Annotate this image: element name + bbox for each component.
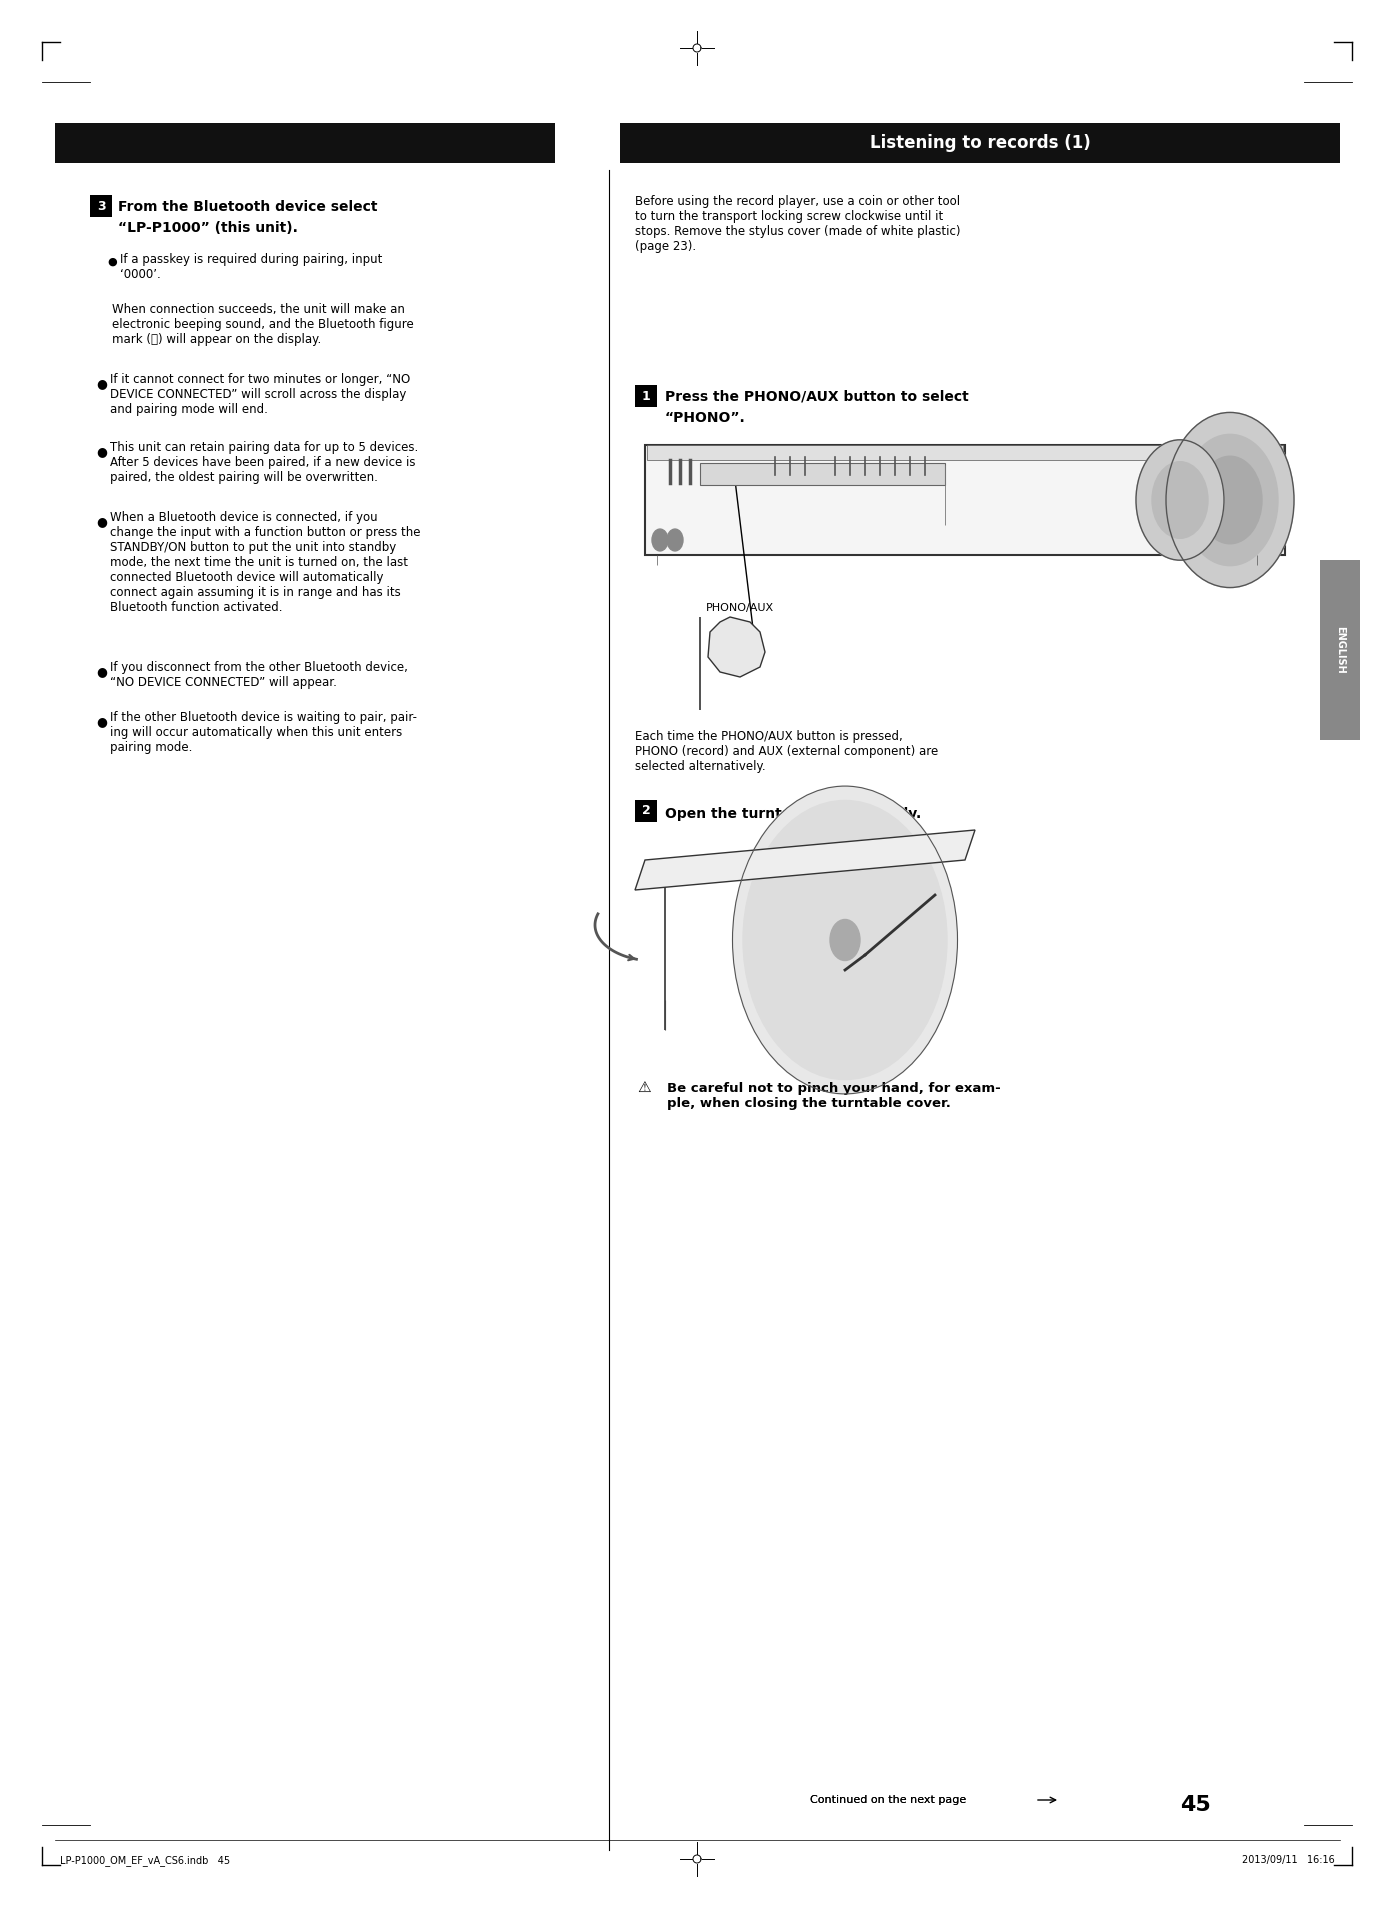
Bar [91, 195, 112, 217]
Bar [1320, 561, 1361, 740]
Text: ENGLISH: ENGLISH [1335, 625, 1345, 673]
Text: PHONO/AUX: PHONO/AUX [705, 603, 774, 612]
Text: If the other Bluetooth device is waiting to pair, pair-
ing will occur automatic: If the other Bluetooth device is waiting… [110, 711, 417, 753]
Text: Listening to records (1): Listening to records (1) [870, 133, 1090, 153]
Text: ●: ● [96, 444, 107, 458]
Polygon shape [636, 830, 974, 891]
Text: “LP-P1000” (this unit).: “LP-P1000” (this unit). [118, 221, 298, 235]
Bar [700, 463, 945, 484]
Circle shape [1151, 461, 1209, 538]
Circle shape [1182, 435, 1278, 566]
Text: 3: 3 [96, 200, 106, 212]
Circle shape [666, 528, 683, 551]
Bar [54, 122, 555, 162]
Text: 1: 1 [641, 389, 651, 402]
Circle shape [652, 528, 668, 551]
Text: ●: ● [96, 715, 107, 728]
Text: Each time the PHONO/AUX button is pressed,
PHONO (record) and AUX (external comp: Each time the PHONO/AUX button is presse… [636, 730, 938, 772]
Text: ⚠: ⚠ [637, 1079, 651, 1095]
Text: This unit can retain pairing data for up to 5 devices.
After 5 devices have been: This unit can retain pairing data for up… [110, 441, 418, 484]
Text: When connection succeeds, the unit will make an
electronic beeping sound, and th: When connection succeeds, the unit will … [112, 303, 414, 345]
Circle shape [829, 919, 860, 961]
Text: ●: ● [96, 378, 107, 391]
Bar [645, 444, 1285, 555]
Text: 2013/09/11   16:16: 2013/09/11 16:16 [1242, 1856, 1335, 1865]
Text: Continued on the next page: Continued on the next page [810, 1794, 973, 1806]
Circle shape [743, 801, 947, 1079]
Text: ●: ● [96, 666, 107, 679]
Bar [636, 385, 657, 406]
Text: 45: 45 [1179, 1794, 1210, 1815]
Bar [636, 801, 657, 822]
Text: “PHONO”.: “PHONO”. [665, 412, 746, 425]
Circle shape [1197, 456, 1262, 543]
Text: ●: ● [107, 257, 117, 267]
Circle shape [1136, 441, 1224, 561]
Text: Press the PHONO/AUX button to select: Press the PHONO/AUX button to select [665, 391, 969, 404]
Text: When a Bluetooth device is connected, if you
change the input with a function bu: When a Bluetooth device is connected, if… [110, 511, 421, 614]
Text: Before using the record player, use a coin or other tool
to turn the transport l: Before using the record player, use a co… [636, 195, 960, 254]
Text: 2: 2 [641, 805, 651, 818]
Text: Open the turntable cover slowly.: Open the turntable cover slowly. [665, 807, 921, 822]
Bar [620, 122, 1340, 162]
Text: From the Bluetooth device select: From the Bluetooth device select [118, 200, 378, 214]
Polygon shape [708, 618, 765, 677]
Text: Continued on the next page: Continued on the next page [810, 1794, 966, 1806]
Circle shape [732, 786, 958, 1095]
Text: If you disconnect from the other Bluetooth device,
“NO DEVICE CONNECTED” will ap: If you disconnect from the other Bluetoo… [110, 662, 408, 688]
Text: If a passkey is required during pairing, input
‘0000’.: If a passkey is required during pairing,… [120, 254, 382, 280]
Circle shape [1165, 412, 1294, 587]
Bar [647, 444, 1282, 460]
Text: ●: ● [96, 515, 107, 528]
Text: Be careful not to pinch your hand, for exam-
ple, when closing the turntable cov: Be careful not to pinch your hand, for e… [666, 1081, 1001, 1110]
Text: If it cannot connect for two minutes or longer, “NO
DEVICE CONNECTED” will scrol: If it cannot connect for two minutes or … [110, 374, 410, 416]
Text: LP-P1000_OM_EF_vA_CS6.indb   45: LP-P1000_OM_EF_vA_CS6.indb 45 [60, 1856, 230, 1865]
